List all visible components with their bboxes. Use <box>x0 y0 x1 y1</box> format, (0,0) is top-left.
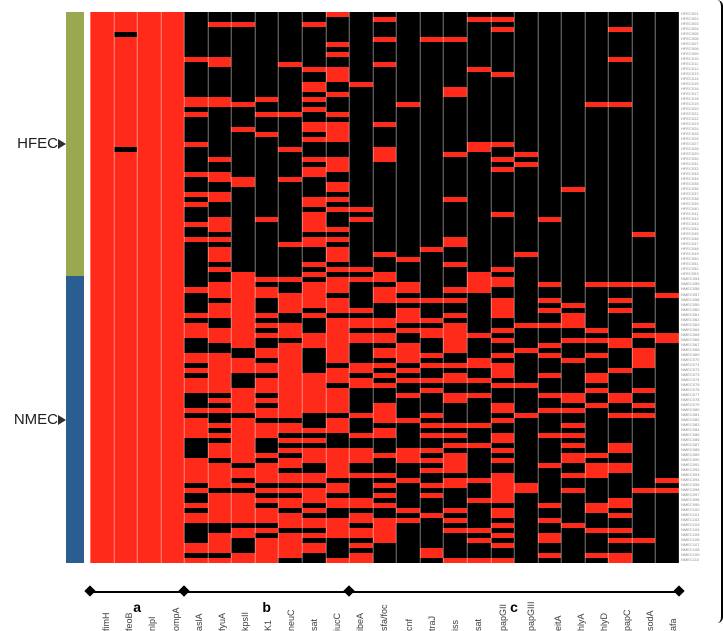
heatmap-cell <box>443 558 467 563</box>
heatmap-area <box>90 12 679 563</box>
heatmap-cell <box>302 558 326 563</box>
heatmap-cell <box>90 558 114 563</box>
heatmap-cell <box>608 558 632 563</box>
heatmap-cell <box>326 558 350 563</box>
section-label-c: c <box>349 599 679 615</box>
row-label: NMEC110 <box>681 558 715 563</box>
heatmap-cell <box>491 558 515 563</box>
heatmap-cell <box>632 558 656 563</box>
group-color-bar <box>66 12 84 563</box>
section-label-b: b <box>184 599 349 615</box>
heatmap-cell <box>137 558 161 563</box>
heatmap-cell <box>396 558 420 563</box>
heatmap-cell <box>585 558 609 563</box>
heatmap-cell <box>255 558 279 563</box>
group-segment-hfec <box>66 12 84 276</box>
heatmap-cell <box>420 558 444 563</box>
group-label-nmec: NMEC <box>2 411 58 428</box>
section-bracket-a: a <box>90 587 184 615</box>
section-label-a: a <box>90 599 184 615</box>
section-bracket-c: c <box>349 587 679 615</box>
group-segment-nmec <box>66 276 84 563</box>
group-label-hfec: HFEC <box>2 135 58 152</box>
heatmap-figure: HFEC001HFEC002HFEC003HFEC004HFEC005HFEC0… <box>0 0 723 623</box>
heatmap-cell <box>561 558 585 563</box>
heatmap-grid <box>90 12 679 563</box>
heatmap-cell <box>231 558 255 563</box>
heatmap-cell <box>161 558 185 563</box>
heatmap-cell <box>184 558 208 563</box>
heatmap-cell <box>538 558 562 563</box>
heatmap-cell <box>467 558 491 563</box>
heatmap-cell <box>349 558 373 563</box>
heatmap-cell <box>114 558 138 563</box>
group-arrow-nmec <box>58 415 66 425</box>
section-brackets: abc <box>90 587 679 615</box>
heatmap-cell <box>373 558 397 563</box>
heatmap-cell <box>514 558 538 563</box>
heatmap-cell <box>278 558 302 563</box>
row-labels: HFEC001HFEC002HFEC003HFEC004HFEC005HFEC0… <box>681 12 715 563</box>
section-bracket-b: b <box>184 587 349 615</box>
heatmap-cell <box>655 558 679 563</box>
group-arrow-hfec <box>58 139 66 149</box>
heatmap-cell <box>208 558 232 563</box>
